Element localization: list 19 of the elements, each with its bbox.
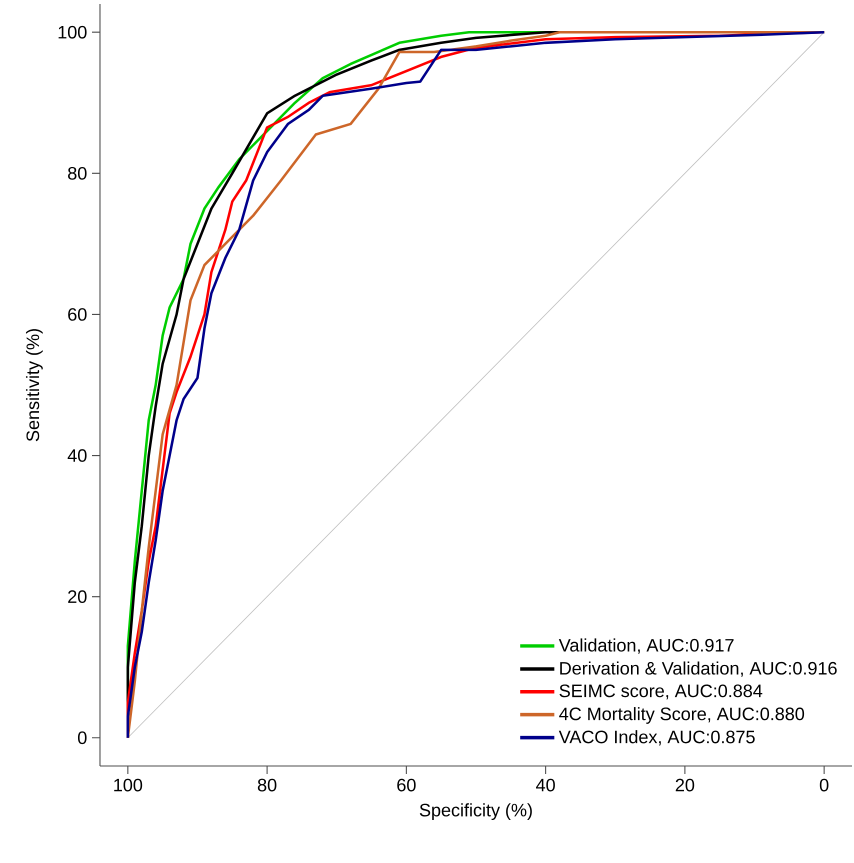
legend-label: SEIMC score, AUC:0.884 [560,684,762,700]
x-tick-label: 20 [676,778,694,792]
y-tick-label: 20 [68,590,87,604]
y-tick-label: 40 [68,449,87,462]
y-tick-label: 0 [78,731,87,744]
y-axis-title: Sensitivity (%) [26,329,43,442]
legend-label: 4C Mortality Score, AUC:0.880 [559,707,804,724]
y-tick-label: 80 [68,166,87,180]
legend-label: Derivation & Validation, AUC:0.916 [560,661,837,677]
x-tick-label: 60 [397,778,416,792]
x-tick-label: 40 [536,778,555,792]
y-tick-label: 100 [58,26,87,39]
x-axis-title: Specificity (%) [420,803,532,820]
x-tick-label: 100 [114,778,142,792]
legend-label: Validation, AUC:0.917 [558,638,734,654]
x-tick-label: 80 [258,778,276,792]
x-tick-label: 0 [820,778,828,792]
y-tick-label: 60 [68,308,87,321]
legend-label: VACO Index, AUC:0.875 [558,730,755,746]
